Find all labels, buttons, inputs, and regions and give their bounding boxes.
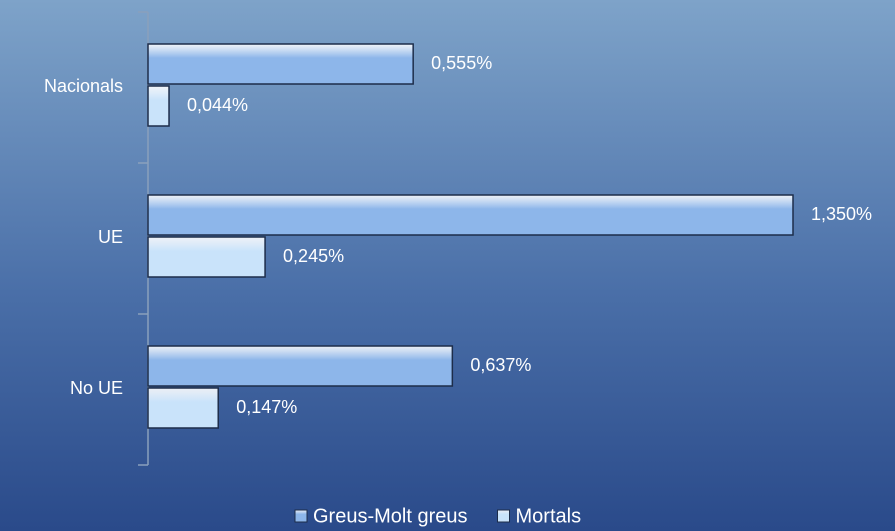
bar: [147, 345, 454, 387]
value-label: 0,044%: [187, 95, 248, 115]
legend-swatch: [294, 509, 308, 523]
bar: [147, 194, 794, 236]
bar: [147, 236, 266, 278]
legend-label: Greus-Molt greus: [313, 505, 468, 527]
legend-swatch: [497, 509, 510, 523]
category-label: Nacionals: [44, 76, 123, 96]
value-label: 0,245%: [283, 246, 344, 266]
category-label: UE: [98, 227, 123, 247]
value-label: 0,555%: [431, 53, 492, 73]
value-label: 0,637%: [470, 355, 531, 375]
legend-label: Mortals: [516, 505, 582, 527]
value-label: 1,350%: [811, 204, 872, 224]
category-label: No UE: [70, 378, 123, 398]
bar: [147, 387, 219, 429]
bar: [147, 85, 170, 127]
value-label: 0,147%: [236, 397, 297, 417]
bar: [147, 43, 414, 85]
